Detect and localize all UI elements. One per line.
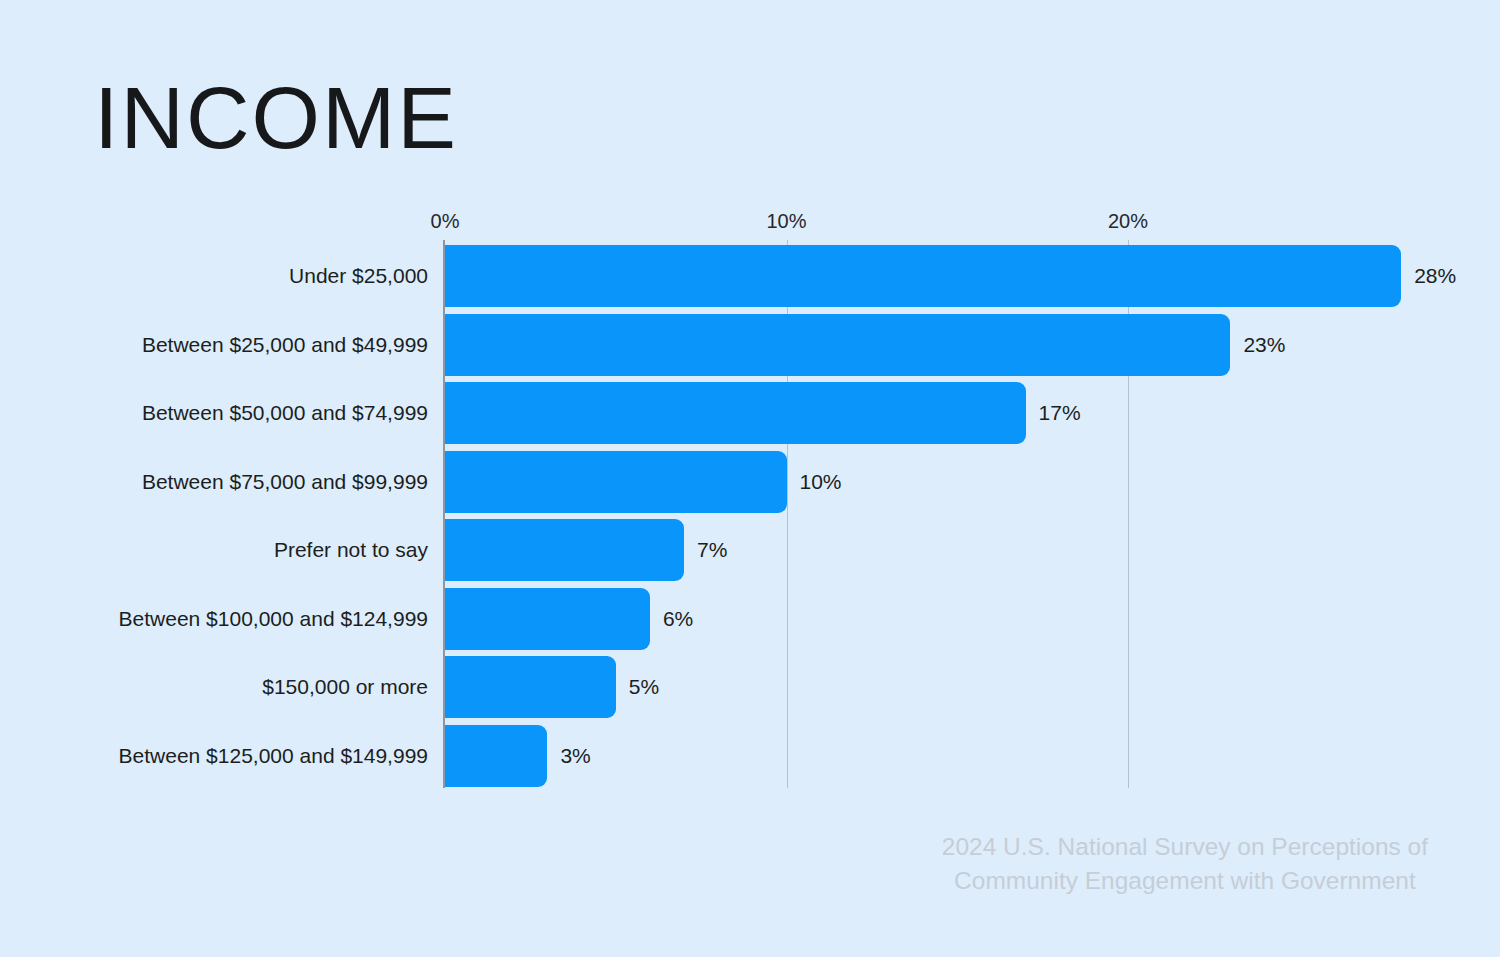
value-label: 28%: [1414, 245, 1456, 307]
category-label: Between $50,000 and $74,999: [0, 382, 428, 444]
bar: [445, 519, 684, 581]
category-label: Under $25,000: [0, 245, 428, 307]
category-label: $150,000 or more: [0, 656, 428, 718]
bar: [445, 656, 616, 718]
income-infographic: INCOME 0%10%20%Under $25,00028%Between $…: [0, 0, 1500, 957]
value-label: 3%: [560, 725, 590, 787]
category-label: Prefer not to say: [0, 519, 428, 581]
x-axis-tick-label: 20%: [1108, 210, 1148, 233]
income-bar-chart: 0% 10% 20% Under $25,000 28% Between $25,000 …: [0, 0, 1500, 957]
value-label: 5%: [629, 656, 659, 718]
bar: [445, 245, 1401, 307]
source-caption-line1: 2024 U.S. National Survey on Perceptions…: [942, 830, 1428, 864]
source-caption-line2: Community Engagement with Government: [942, 864, 1428, 898]
bar: [445, 314, 1230, 376]
bar: [445, 725, 547, 787]
value-label: 10%: [800, 451, 842, 513]
value-label: 17%: [1039, 382, 1081, 444]
x-axis-tick-label: 10%: [766, 210, 806, 233]
source-caption: 2024 U.S. National Survey on Perceptions…: [942, 830, 1428, 898]
bar: [445, 451, 787, 513]
bar: [445, 382, 1026, 444]
value-label: 7%: [697, 519, 727, 581]
category-label: Between $125,000 and $149,999: [0, 725, 428, 787]
category-label: Between $25,000 and $49,999: [0, 314, 428, 376]
value-label: 23%: [1243, 314, 1285, 376]
category-label: Between $100,000 and $124,999: [0, 588, 428, 650]
bar: [445, 588, 650, 650]
x-axis-tick-label: 0%: [431, 210, 460, 233]
category-label: Between $75,000 and $99,999: [0, 451, 428, 513]
value-label: 6%: [663, 588, 693, 650]
